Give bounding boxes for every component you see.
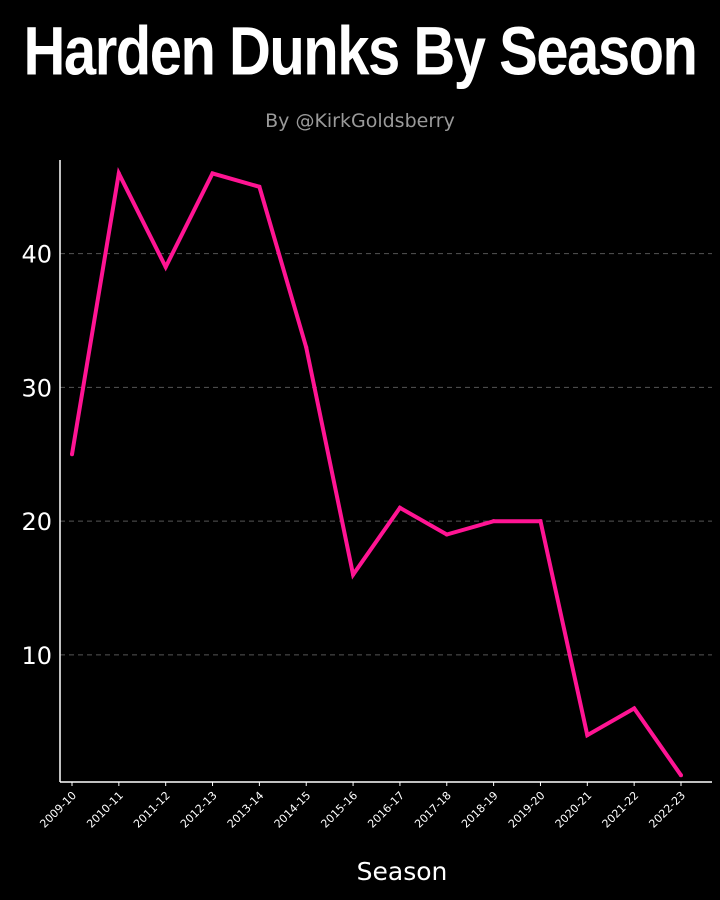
y-tick-label: 30 xyxy=(21,374,52,402)
x-tick-label: 2022-23 xyxy=(646,789,688,831)
axes xyxy=(59,160,712,786)
data-point xyxy=(304,345,309,350)
x-tick-label: 2017-18 xyxy=(412,789,454,831)
x-tick-label: 2018-19 xyxy=(459,789,501,831)
data-point xyxy=(210,171,215,176)
data-point xyxy=(70,452,74,457)
gridlines xyxy=(60,253,712,656)
chart-subtitle: By @KirkGoldsberry xyxy=(265,110,455,132)
series xyxy=(70,167,683,778)
y-tick-label: 20 xyxy=(21,508,52,536)
data-point xyxy=(585,733,590,738)
data-point xyxy=(351,572,356,577)
x-tick-label: 2012-13 xyxy=(178,789,220,831)
data-point xyxy=(679,773,683,778)
y-tick-label: 10 xyxy=(21,642,52,670)
x-tick-label: 2010-11 xyxy=(84,789,126,831)
y-tick-labels: 10 20 30 40 xyxy=(21,241,52,670)
data-point xyxy=(257,184,262,189)
data-point xyxy=(163,265,168,270)
data-point xyxy=(397,505,402,510)
x-tick-label: 2013-14 xyxy=(225,789,267,831)
chart-title: Harden Dunks By Season xyxy=(23,13,698,90)
x-tick-labels: 2009-10 2010-11 2011-12 2012-13 2013-14 2014-… xyxy=(37,789,688,831)
x-tick-label: 2011-12 xyxy=(131,789,173,831)
x-tick-label: 2014-15 xyxy=(272,789,314,831)
series-line xyxy=(70,167,683,777)
x-tick-label: 2009-10 xyxy=(37,789,79,831)
x-tick-label: 2021-22 xyxy=(600,789,642,831)
data-point xyxy=(632,706,637,711)
x-tick-label: 2020-21 xyxy=(553,789,595,831)
data-point xyxy=(538,519,543,524)
x-tick-label: 2015-16 xyxy=(319,789,361,831)
data-point xyxy=(116,171,121,176)
x-tick-label: 2019-20 xyxy=(506,789,548,831)
x-tick-label: 2016-17 xyxy=(365,789,407,831)
data-point xyxy=(491,519,496,524)
y-tick-label: 40 xyxy=(21,241,52,269)
data-point xyxy=(444,532,449,537)
x-axis-label: Season xyxy=(357,857,448,886)
